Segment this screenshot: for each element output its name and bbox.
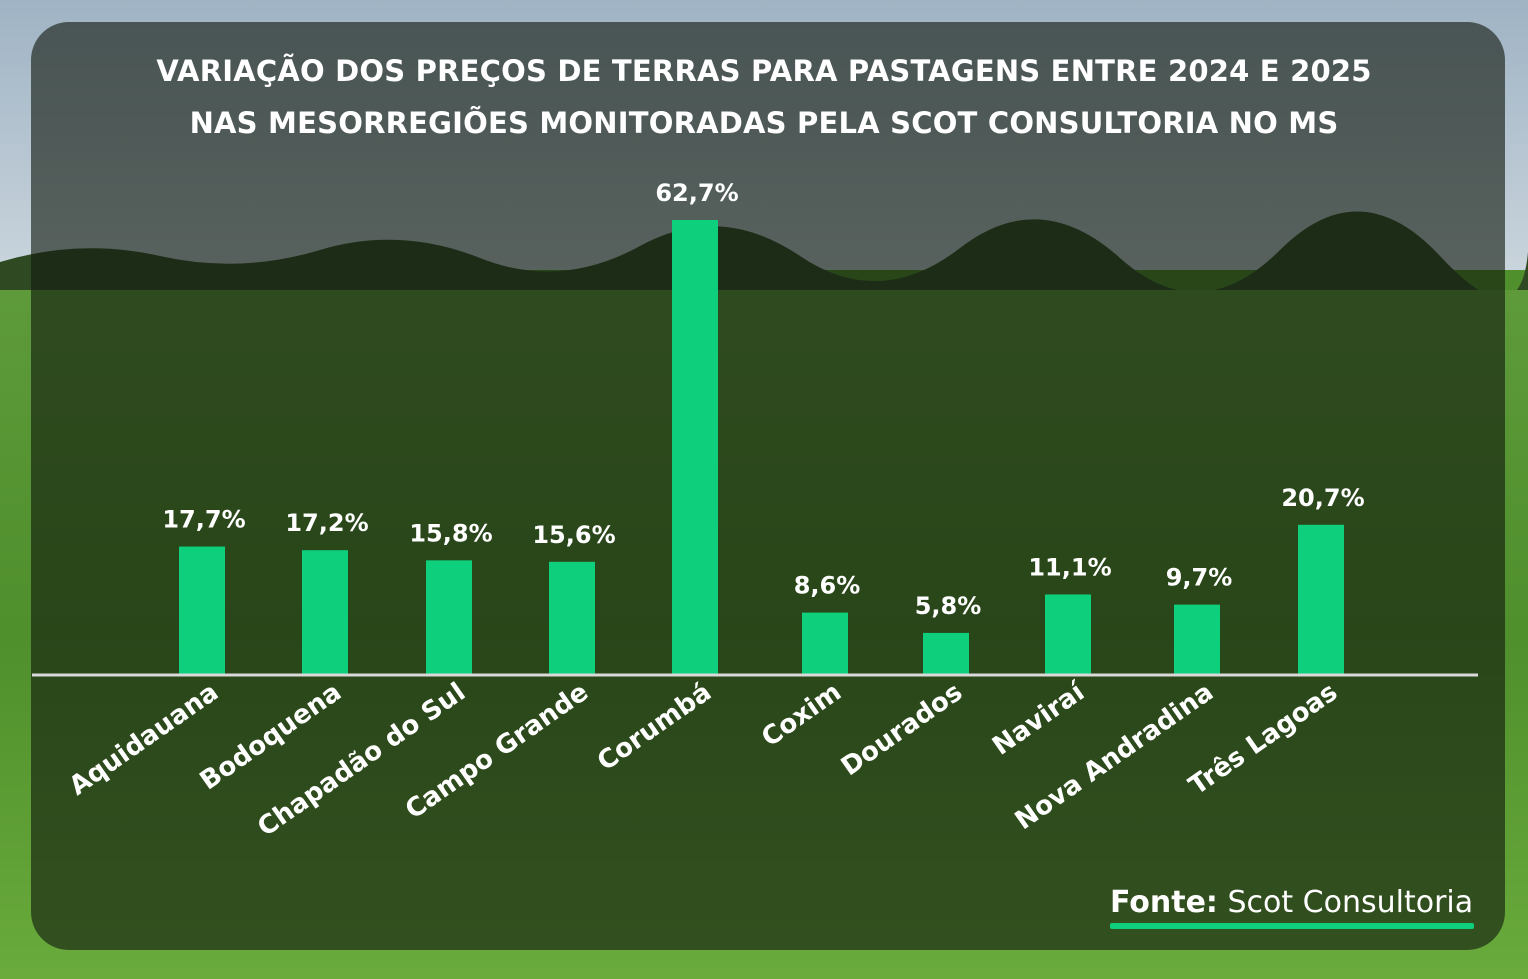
source-credit: Fonte: Scot Consultoria (1110, 885, 1473, 920)
value-label-chapadao-do-sul: 15,8% (409, 519, 492, 547)
bar-nova-andradina (1174, 604, 1220, 675)
source-label: Fonte: (1110, 885, 1218, 920)
value-label-aquidauana: 17,7% (162, 506, 245, 534)
chart-panel (31, 22, 1505, 950)
value-label-nova-andradina: 9,7% (1166, 564, 1233, 592)
bar-dourados (923, 632, 969, 675)
value-label-campo-grande: 15,6% (532, 521, 615, 549)
bar-tres-lagoas (1298, 524, 1344, 675)
source-name: Scot Consultoria (1227, 885, 1474, 920)
bar-aquidauana (179, 546, 225, 675)
category-label-coxim: Coxim (756, 677, 847, 753)
bar-corumba (672, 220, 718, 675)
value-label-tres-lagoas: 20,7% (1281, 484, 1364, 512)
chart-title-line-1: VARIAÇÃO DOS PREÇOS DE TERRAS PARA PASTA… (156, 54, 1372, 88)
value-labels-group: 17,7% 17,2% 15,8% 15,6% 62,7% 8,6% 5,8% 11,1% 9,… (162, 179, 1364, 620)
category-label-navirai: Naviraí (987, 676, 1091, 762)
category-label-aquidauana: Aquidauana (64, 677, 224, 802)
bar-navirai (1045, 594, 1091, 675)
category-label-dourados: Dourados (836, 677, 968, 782)
bar-coxim (802, 612, 848, 675)
bar-chapadao-do-sul (426, 560, 472, 675)
category-label-chapadao-do-sul: Chapadão do Sul (252, 677, 471, 843)
source-underline (1110, 923, 1474, 929)
bars-group (179, 220, 1344, 675)
chart-title-line-2: NAS MESORREGIÕES MONITORADAS PELA SCOT C… (189, 106, 1339, 140)
value-label-coxim: 8,6% (794, 572, 861, 600)
category-label-corumba: Corumbá (592, 677, 717, 777)
value-label-bodoquena: 17,2% (285, 509, 368, 537)
bar-campo-grande (549, 561, 595, 675)
bar-bodoquena (302, 550, 348, 675)
value-label-dourados: 5,8% (915, 592, 982, 620)
value-label-navirai: 11,1% (1028, 553, 1111, 581)
value-label-corumba: 62,7% (655, 179, 738, 207)
